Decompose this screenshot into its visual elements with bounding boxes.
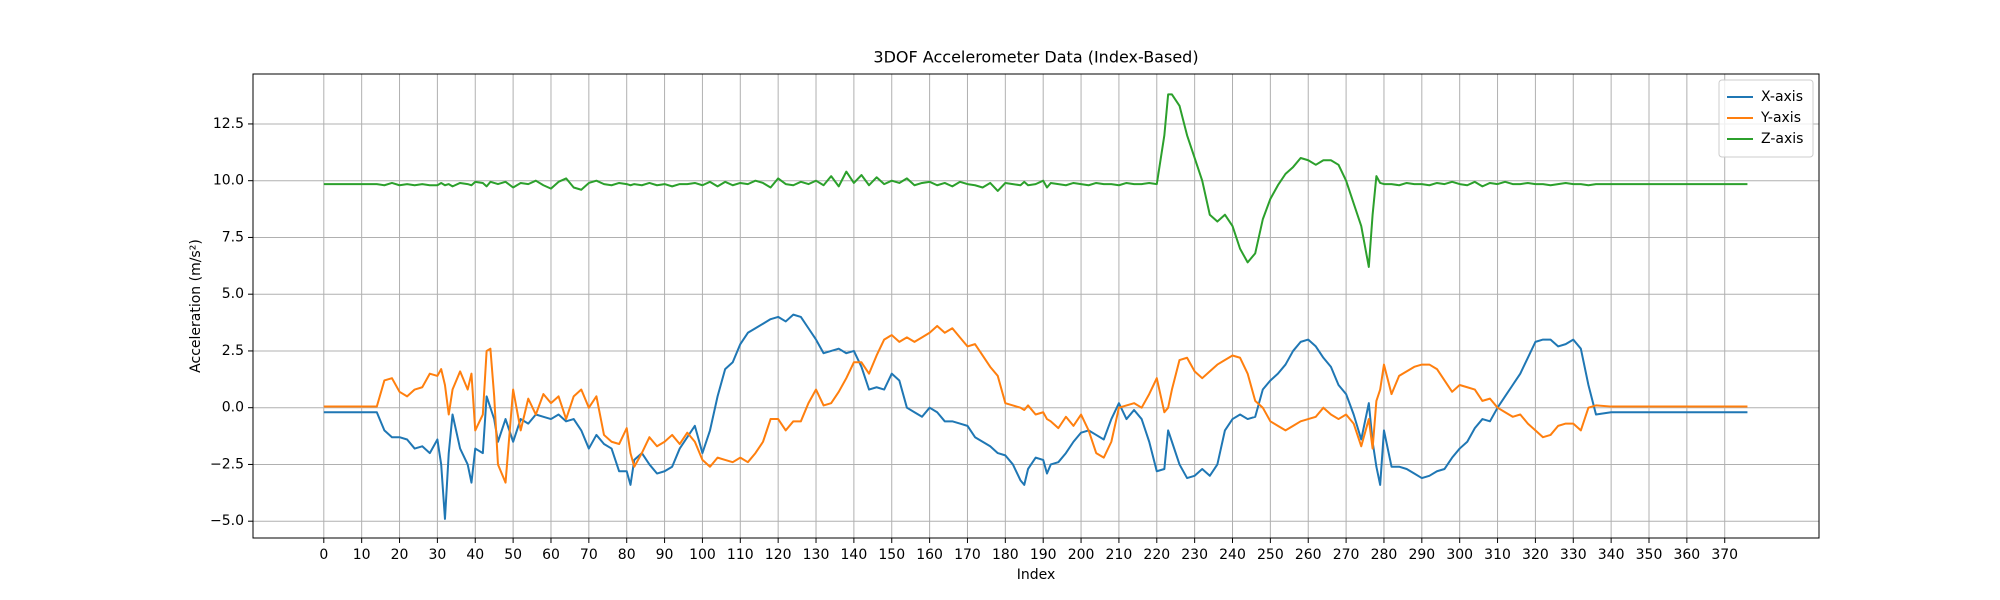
plot-frame bbox=[252, 73, 1820, 539]
x-tick-label: 140 bbox=[841, 547, 868, 563]
x-tick-label: 350 bbox=[1636, 547, 1663, 563]
y-tick-label: 0.0 bbox=[222, 400, 244, 416]
x-tick-label: 290 bbox=[1408, 547, 1435, 563]
x-tick-label: 340 bbox=[1598, 547, 1625, 563]
y-tick-label: 5.0 bbox=[222, 286, 244, 302]
x-tick-label: 200 bbox=[1068, 547, 1095, 563]
x-tick-label: 370 bbox=[1711, 547, 1738, 563]
x-tick-label: 310 bbox=[1484, 547, 1511, 563]
x-tick-label: 230 bbox=[1181, 547, 1208, 563]
legend: X-axis Y-axis Z-axis bbox=[1718, 79, 1814, 158]
x-tick-label: 330 bbox=[1560, 547, 1587, 563]
legend-label: Z-axis bbox=[1761, 131, 1803, 147]
data-line bbox=[323, 313, 1748, 520]
y-axis-label: Acceleration (m/s²) bbox=[188, 239, 204, 373]
legend-label: X-axis bbox=[1761, 89, 1803, 105]
data-line bbox=[323, 93, 1748, 268]
x-tick-label: 90 bbox=[656, 547, 674, 563]
x-tick-label: 280 bbox=[1371, 547, 1398, 563]
y-tick-label: 12.5 bbox=[213, 116, 244, 132]
x-tick-label: 70 bbox=[580, 547, 598, 563]
x-tick-label: 180 bbox=[992, 547, 1019, 563]
x-tick-label: 170 bbox=[954, 547, 981, 563]
x-tick-label: 250 bbox=[1257, 547, 1284, 563]
x-tick-label: 360 bbox=[1673, 547, 1700, 563]
y-tick-label: −5.0 bbox=[210, 513, 244, 529]
x-tick-label: 80 bbox=[618, 547, 636, 563]
x-tick-label: 320 bbox=[1522, 547, 1549, 563]
x-tick-label: 130 bbox=[803, 547, 830, 563]
x-tick-label: 120 bbox=[765, 547, 792, 563]
x-tick-label: 300 bbox=[1446, 547, 1473, 563]
x-tick-label: 50 bbox=[504, 547, 522, 563]
x-tick-label: 220 bbox=[1143, 547, 1170, 563]
y-tick-label: 10.0 bbox=[213, 173, 244, 189]
x-tick-label: 260 bbox=[1295, 547, 1322, 563]
x-tick-label: 40 bbox=[466, 547, 484, 563]
y-tick-label: 2.5 bbox=[222, 343, 244, 359]
x-axis-label: Index bbox=[1017, 567, 1056, 583]
x-tick-label: 20 bbox=[391, 547, 409, 563]
x-tick-label: 150 bbox=[878, 547, 905, 563]
x-tick-label: 240 bbox=[1219, 547, 1246, 563]
x-tick-label: 270 bbox=[1333, 547, 1360, 563]
data-line bbox=[323, 324, 1748, 484]
x-tick-label: 160 bbox=[916, 547, 943, 563]
y-tick-label: −2.5 bbox=[210, 456, 244, 472]
y-tick-label: 7.5 bbox=[222, 229, 244, 245]
x-tick-label: 110 bbox=[727, 547, 754, 563]
x-tick-label: 100 bbox=[689, 547, 716, 563]
x-tick-label: 10 bbox=[353, 547, 371, 563]
x-tick-label: 210 bbox=[1106, 547, 1133, 563]
chart-title: 3DOF Accelerometer Data (Index-Based) bbox=[873, 48, 1198, 67]
x-tick-label: 190 bbox=[1030, 547, 1057, 563]
x-tick-label: 60 bbox=[542, 547, 560, 563]
legend-label: Y-axis bbox=[1760, 110, 1801, 126]
x-tick-label: 30 bbox=[428, 547, 446, 563]
x-tick-label: 0 bbox=[319, 547, 328, 563]
legend-box bbox=[1718, 79, 1814, 158]
